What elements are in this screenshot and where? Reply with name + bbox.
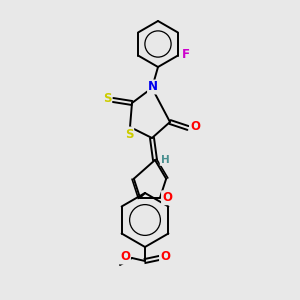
Text: S: S <box>103 92 111 106</box>
Text: S: S <box>125 128 133 140</box>
Text: O: O <box>120 250 130 263</box>
Text: O: O <box>160 250 170 263</box>
Text: O: O <box>190 121 200 134</box>
Text: F: F <box>182 48 190 61</box>
Text: H: H <box>160 155 169 165</box>
Text: N: N <box>148 80 158 94</box>
Text: O: O <box>162 191 172 204</box>
